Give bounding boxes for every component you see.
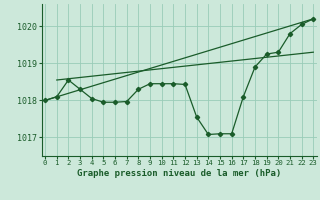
X-axis label: Graphe pression niveau de la mer (hPa): Graphe pression niveau de la mer (hPa) — [77, 169, 281, 178]
